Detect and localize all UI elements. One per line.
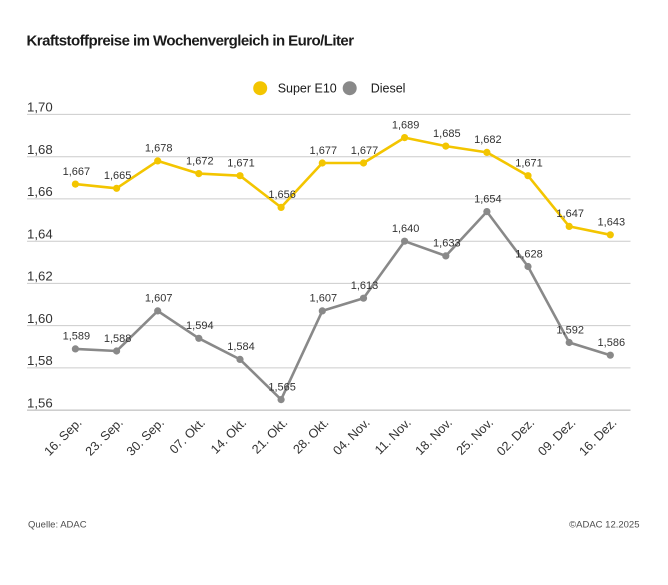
- svg-text:1,671: 1,671: [227, 158, 255, 170]
- svg-text:1,586: 1,586: [598, 337, 626, 349]
- svg-text:1,58: 1,58: [27, 353, 53, 368]
- svg-text:Kraftstoffpreise im Wochenverg: Kraftstoffpreise im Wochenvergleich in E…: [27, 32, 355, 49]
- svg-text:1,64: 1,64: [27, 226, 53, 241]
- svg-text:1,56: 1,56: [27, 395, 53, 410]
- svg-text:09. Dez.: 09. Dez.: [535, 416, 578, 459]
- svg-text:1,656: 1,656: [268, 189, 296, 201]
- svg-text:1,665: 1,665: [104, 170, 132, 182]
- svg-text:21. Okt.: 21. Okt.: [249, 416, 290, 457]
- svg-text:1,588: 1,588: [104, 333, 132, 345]
- svg-text:©ADAC 12.2025: ©ADAC 12.2025: [569, 519, 639, 530]
- svg-text:1,613: 1,613: [351, 280, 379, 292]
- svg-text:1,68: 1,68: [27, 142, 53, 157]
- svg-text:16. Dez.: 16. Dez.: [576, 416, 619, 459]
- svg-text:1,685: 1,685: [433, 128, 461, 140]
- svg-text:1,672: 1,672: [186, 155, 214, 167]
- svg-text:14. Okt.: 14. Okt.: [208, 416, 249, 457]
- svg-text:1,677: 1,677: [310, 145, 338, 157]
- svg-text:1,592: 1,592: [556, 324, 584, 336]
- svg-text:1,677: 1,677: [351, 145, 379, 157]
- svg-text:1,628: 1,628: [515, 248, 543, 260]
- svg-text:1,584: 1,584: [227, 341, 255, 353]
- svg-text:Super E10: Super E10: [278, 81, 337, 95]
- svg-text:Diesel: Diesel: [371, 81, 406, 95]
- svg-text:02. Dez.: 02. Dez.: [494, 416, 537, 459]
- svg-text:1,594: 1,594: [186, 320, 214, 332]
- svg-text:1,60: 1,60: [27, 311, 53, 326]
- svg-text:1,671: 1,671: [515, 158, 543, 170]
- svg-text:1,589: 1,589: [63, 331, 91, 343]
- svg-text:1,654: 1,654: [474, 193, 502, 205]
- svg-text:23. Sep.: 23. Sep.: [83, 416, 126, 459]
- svg-text:04. Nov.: 04. Nov.: [330, 416, 372, 458]
- svg-text:16. Sep.: 16. Sep.: [42, 416, 85, 459]
- svg-text:1,66: 1,66: [27, 184, 53, 199]
- svg-text:1,640: 1,640: [392, 223, 420, 235]
- svg-text:1,689: 1,689: [392, 119, 420, 131]
- svg-text:18. Nov.: 18. Nov.: [413, 416, 455, 458]
- svg-text:1,667: 1,667: [63, 166, 91, 178]
- svg-text:1,607: 1,607: [145, 293, 173, 305]
- svg-text:30. Sep.: 30. Sep.: [124, 416, 167, 459]
- svg-text:1,678: 1,678: [145, 143, 173, 155]
- svg-text:1,565: 1,565: [268, 381, 296, 393]
- svg-text:1,62: 1,62: [27, 269, 53, 284]
- svg-text:1,607: 1,607: [310, 293, 338, 305]
- svg-text:Quelle: ADAC: Quelle: ADAC: [28, 520, 87, 531]
- svg-text:1,643: 1,643: [598, 217, 626, 229]
- svg-text:11. Nov.: 11. Nov.: [372, 416, 414, 458]
- svg-text:1,647: 1,647: [556, 208, 584, 220]
- svg-text:25. Nov.: 25. Nov.: [454, 416, 496, 458]
- svg-text:07. Okt.: 07. Okt.: [167, 416, 208, 457]
- svg-text:1,682: 1,682: [474, 134, 502, 146]
- svg-text:28. Okt.: 28. Okt.: [290, 416, 331, 457]
- svg-text:1,70: 1,70: [27, 100, 53, 115]
- svg-text:1,633: 1,633: [433, 238, 461, 250]
